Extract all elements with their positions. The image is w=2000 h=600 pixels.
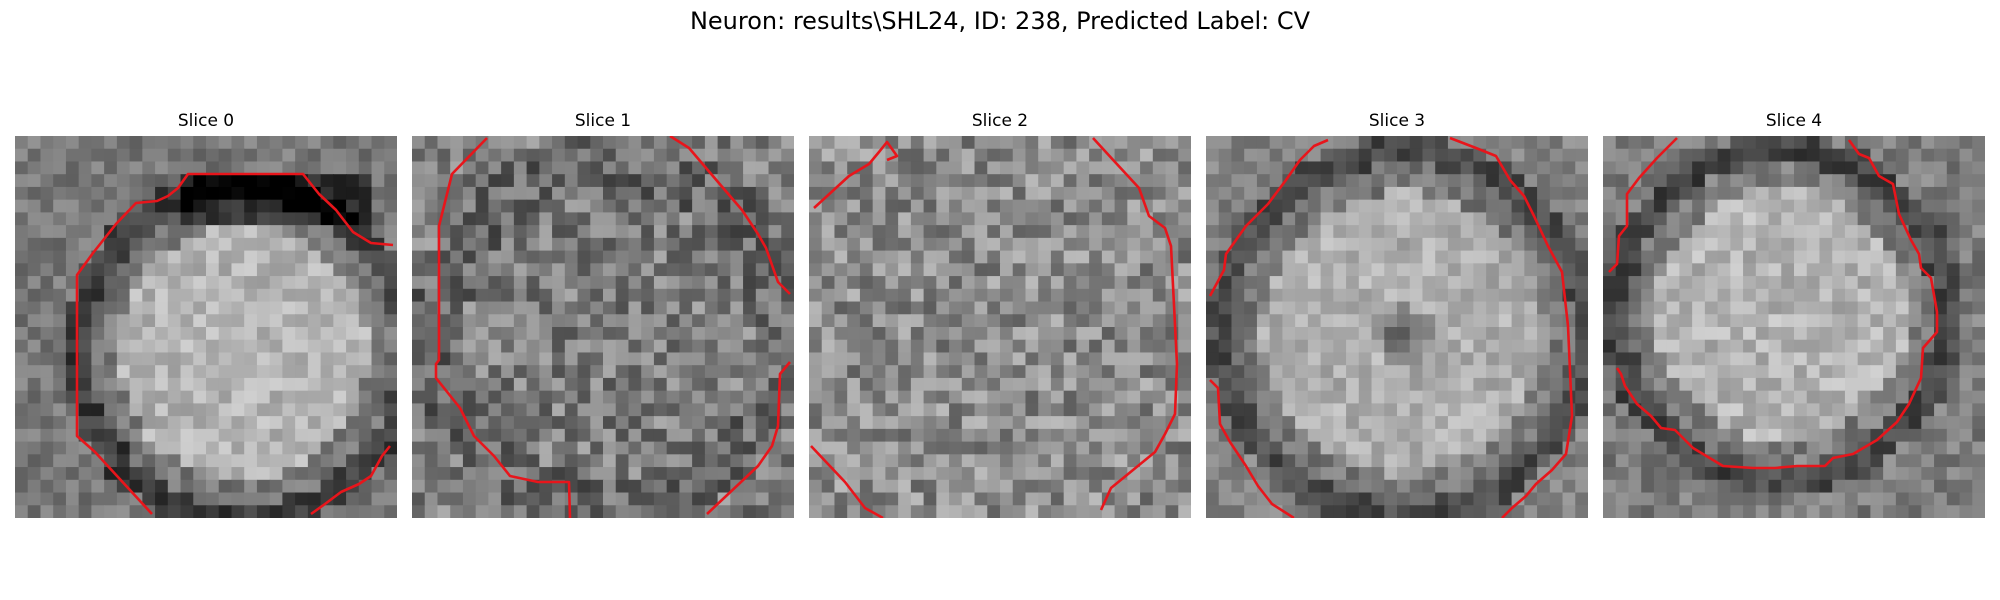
slice-title: Slice 0 (177, 111, 235, 131)
slice-image (1603, 136, 1985, 518)
slice-title: Slice 1 (574, 111, 632, 131)
slice-title: Slice 2 (971, 111, 1029, 131)
slice-image (1206, 136, 1588, 518)
contour-line (310, 445, 392, 516)
contour-line (706, 361, 791, 515)
contour-line (1208, 138, 1329, 297)
slice-image (15, 136, 397, 518)
contour-line (1608, 137, 1678, 273)
contour-line (1615, 139, 1939, 470)
contour-line (1092, 137, 1179, 511)
slice-image (809, 136, 1191, 518)
contour-line (75, 172, 394, 515)
contour-line (813, 140, 899, 209)
contour-line (669, 136, 791, 295)
slice-panel-3: Slice 3 (1206, 110, 1588, 518)
contour-line (1449, 136, 1574, 518)
slice-panel-2: Slice 2 (809, 110, 1191, 518)
contour-line (810, 445, 884, 518)
figure-title: Neuron: results\SHL24, ID: 238, Predicte… (689, 7, 1311, 35)
contour-line (1209, 379, 1295, 518)
slice-image (412, 136, 794, 518)
slice-panel-4: Slice 4 (1603, 110, 1985, 518)
contour-line (434, 137, 572, 518)
slice-panel-1: Slice 1 (412, 110, 794, 518)
slice-title: Slice 4 (1765, 111, 1823, 131)
slice-title: Slice 3 (1368, 111, 1426, 131)
slice-panel-0: Slice 0 (15, 110, 397, 518)
